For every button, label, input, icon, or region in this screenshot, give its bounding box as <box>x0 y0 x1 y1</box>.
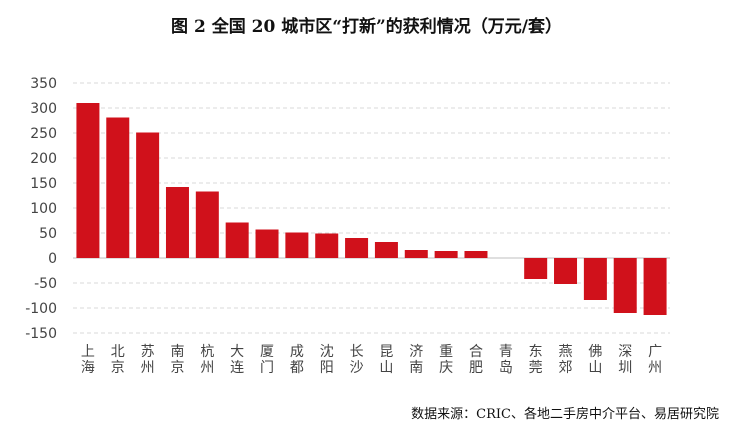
bar <box>106 117 130 258</box>
x-tick-label: 佛山 <box>588 344 602 376</box>
bar <box>315 233 339 258</box>
bar <box>76 103 100 258</box>
bar <box>374 242 398 258</box>
x-tick-label: 燕郊 <box>559 344 573 376</box>
bar <box>613 258 637 313</box>
x-tick-label: 青岛 <box>499 344 513 376</box>
source-note: 数据来源：CRIC、各地二手房中介平台、易居研究院 <box>411 407 719 422</box>
y-axis: 350 300 250 200 150 100 50 0 -50 -100 -150 <box>25 76 57 342</box>
bar <box>583 258 607 300</box>
x-tick-label: 成都 <box>290 344 304 376</box>
y-tick-label: 200 <box>30 151 57 167</box>
x-tick-label: 大连 <box>230 344 244 376</box>
y-tick-label: 0 <box>48 251 57 267</box>
bar <box>554 258 578 284</box>
bar <box>136 132 160 258</box>
y-tick-label: 100 <box>30 201 57 217</box>
x-tick-label: 广州 <box>648 344 662 376</box>
x-tick-label: 重庆 <box>439 344 453 376</box>
bar <box>345 238 369 258</box>
y-tick-label: -150 <box>25 326 57 342</box>
grid-lines <box>73 82 670 334</box>
x-tick-label: 长沙 <box>350 344 364 376</box>
y-tick-label: 350 <box>30 76 57 92</box>
x-tick-label: 厦门 <box>260 344 274 376</box>
x-tick-label: 北京 <box>111 344 125 376</box>
bar <box>524 258 548 279</box>
x-tick-label: 苏州 <box>141 344 155 376</box>
bar <box>255 229 279 258</box>
bar <box>195 191 219 258</box>
x-tick-label: 东莞 <box>529 344 543 376</box>
y-tick-label: -50 <box>34 276 57 292</box>
bars <box>76 103 667 315</box>
y-tick-label: 300 <box>30 101 57 117</box>
x-tick-label: 合肥 <box>469 344 483 376</box>
x-tick-label: 济南 <box>409 344 423 376</box>
bar <box>643 258 667 315</box>
bar <box>225 222 249 258</box>
y-tick-label: 50 <box>39 226 57 242</box>
y-tick-label: 250 <box>30 126 57 142</box>
x-tick-label: 南京 <box>170 344 184 376</box>
x-tick-label: 上海 <box>81 344 95 376</box>
x-tick-label: 沈阳 <box>320 344 334 376</box>
x-tick-label: 深圳 <box>618 344 632 376</box>
chart-title: 图 2 全国 20 城市区“打新”的获利情况（万元/套） <box>171 17 562 37</box>
y-tick-label: 150 <box>30 176 57 192</box>
bar <box>285 232 309 258</box>
x-tick-label: 昆山 <box>379 344 393 376</box>
bar <box>464 251 488 258</box>
y-tick-label: -100 <box>25 301 57 317</box>
bar <box>404 250 428 258</box>
bar <box>434 251 458 258</box>
x-tick-label: 杭州 <box>200 344 214 376</box>
bar <box>165 187 189 258</box>
